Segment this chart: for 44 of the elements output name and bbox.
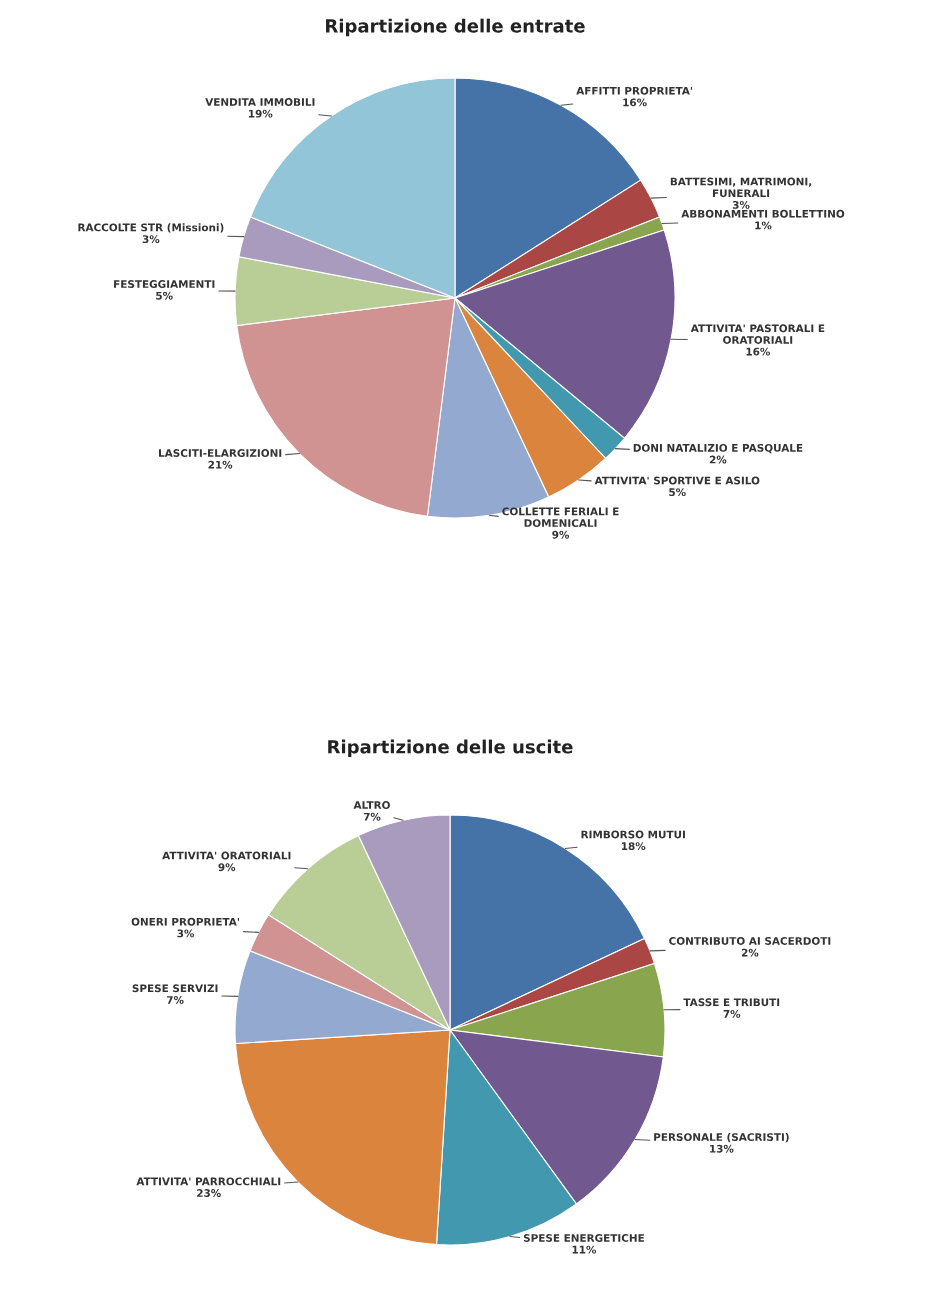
data-label: 21% xyxy=(208,460,233,469)
data-label: 19% xyxy=(249,109,273,118)
slice-label: LASCITI-ELARGIZIONI xyxy=(159,449,282,457)
slice-label: FESTEGGIAMENTI xyxy=(114,280,215,288)
data-label: 11% xyxy=(572,1245,597,1254)
data-label: 16% xyxy=(746,347,770,356)
slice-label: ATTIVITA' PARROCCHIALI xyxy=(136,1177,281,1186)
slice-label: ONERI PROPRIETA' xyxy=(131,917,240,926)
data-label: 7% xyxy=(723,1009,741,1018)
slice-label: TASSE E TRIBUTI xyxy=(683,998,780,1007)
data-label: 1% xyxy=(755,221,772,230)
data-label: 3% xyxy=(142,235,160,244)
slice-label: PERSONALE (SACRISTI) xyxy=(654,1132,789,1143)
data-label: 7% xyxy=(363,812,381,821)
data-label: 18% xyxy=(621,842,646,851)
data-label: 16% xyxy=(623,98,647,107)
slice-label: ABBONAMENTI BOLLETTINO xyxy=(681,209,845,218)
slice-label: SPESE SERVIZI xyxy=(132,984,218,993)
slice-label: RACCOLTE STR (Missioni) xyxy=(78,223,224,233)
slice-label: DONI NATALIZIO E PASQUALE xyxy=(633,443,803,454)
slice-label: COLLETTE FERIALI E DOMENICALI xyxy=(502,507,619,528)
data-label: 3% xyxy=(177,929,195,938)
slice-label: ATTIVITA' SPORTIVE E ASILO xyxy=(594,476,760,485)
slice-label: ATTIVITA' PASTORALI E ORATORIALI xyxy=(690,324,825,344)
data-label: 5% xyxy=(669,488,686,497)
chart-title: Ripartizione delle entrate xyxy=(326,18,585,37)
slice-label: AFFITTI PROPRIETA' xyxy=(576,86,693,95)
data-label: 13% xyxy=(710,1144,734,1153)
data-label: 9% xyxy=(218,863,236,872)
data-label: 7% xyxy=(167,996,184,1004)
slice-label: CONTRIBUTO AI SACERDOTI xyxy=(669,937,831,945)
data-label: 3% xyxy=(732,200,750,209)
slice-label: BATTESIMI, MATRIMONI, FUNERALI xyxy=(670,177,812,198)
slice-label: ALTRO xyxy=(353,801,390,809)
chart-title: Ripartizione delle uscite xyxy=(328,739,573,758)
data-label: 5% xyxy=(156,291,173,300)
slice-label: SPESE ENERGETICHE xyxy=(523,1234,644,1242)
data-label: 9% xyxy=(552,530,570,539)
data-label: 2% xyxy=(741,948,759,957)
slice-label: ATTIVITA' ORATORIALI xyxy=(162,851,291,860)
slice-label: RIMBORSO MUTUI xyxy=(581,830,685,839)
slice-label: VENDITA IMMOBILI xyxy=(205,98,315,106)
data-label: 2% xyxy=(709,455,727,464)
data-label: 23% xyxy=(197,1189,221,1197)
